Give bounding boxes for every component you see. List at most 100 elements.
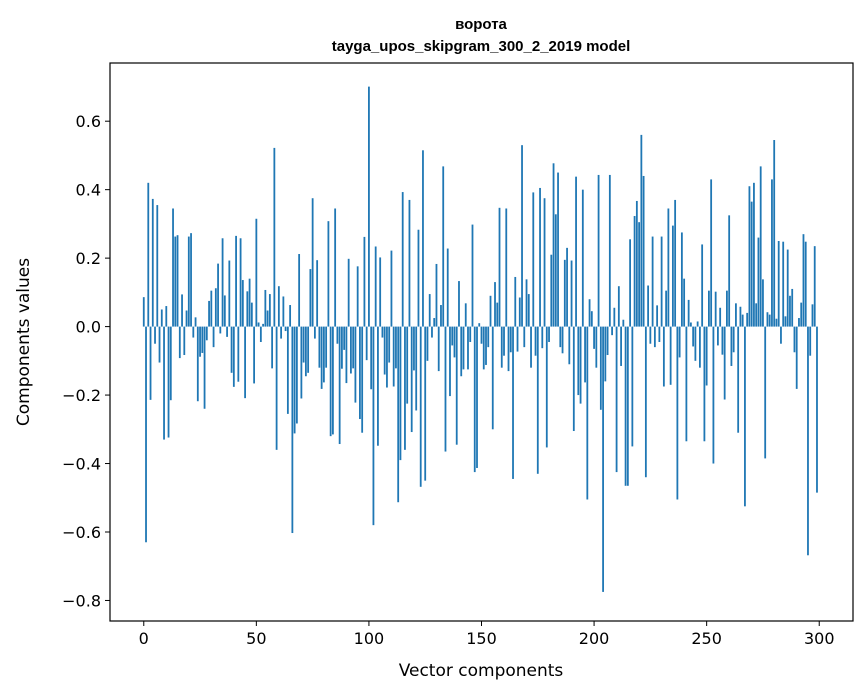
bar-151 [482,326,485,370]
bar-148 [476,326,478,468]
bar-51 [257,322,260,327]
bar-118 [408,199,411,327]
bar-96 [359,326,361,420]
bar-160 [503,326,505,356]
bar-211 [617,286,620,327]
bar-95 [356,266,359,327]
bar-128 [431,326,433,338]
bar-126 [426,326,429,361]
bar-138 [453,326,456,358]
bar-40 [232,326,235,387]
bar-243 [689,322,692,327]
bar-30 [210,290,213,327]
bar-236 [674,199,677,327]
bar-224 [647,285,650,327]
bar-13 [172,208,174,327]
bar-150 [480,326,483,344]
bar-297 [811,304,814,327]
bar-117 [406,326,409,404]
bar-32 [214,288,217,327]
bar-202 [597,174,600,327]
bar-154 [489,295,492,327]
bar-86 [336,326,339,344]
bar-220 [638,222,641,327]
bar-233 [667,208,670,327]
x-tick-label: 0 [139,629,149,648]
bar-252 [710,179,713,327]
bar-267 [744,326,746,507]
bar-173 [532,192,535,327]
bar-223 [644,326,647,478]
bar-274 [759,166,762,327]
x-tick-label: 200 [579,629,610,648]
bar-259 [726,290,728,327]
x-axis: 0 50 100 150 200 250 300 [139,621,835,648]
bar-168 [521,145,523,327]
bar-48 [250,302,253,327]
bar-14 [174,236,177,327]
bar-234 [669,326,672,385]
bar-20 [187,236,190,327]
bar-132 [440,305,442,327]
bar-281 [775,318,778,327]
bar-38 [228,260,231,327]
bar-121 [415,326,418,411]
bar-271 [753,182,755,327]
bar-71 [302,326,305,363]
bar-185 [559,326,562,348]
bar-39 [230,326,233,373]
bar-47 [248,278,251,327]
bar-104 [377,326,379,446]
bar-147 [473,326,476,473]
bar-255 [717,326,719,346]
bar-28 [205,326,208,341]
bar-228 [656,305,659,327]
bar-53 [262,323,264,327]
bar-152 [485,326,487,365]
bar-167 [518,297,521,327]
bar-277 [766,312,769,327]
bar-46 [246,291,249,327]
bar-290 [795,326,798,389]
bar-144 [467,326,469,370]
bar-11 [167,326,170,438]
bar-26 [201,326,204,353]
bar-140 [458,281,460,327]
bar-85 [334,208,337,327]
bar-57 [271,326,274,369]
bar-250 [705,326,708,386]
bar-268 [746,312,749,327]
bar-124 [422,150,424,327]
bar-64 [286,326,289,414]
x-tick-label: 250 [691,629,722,648]
bar-171 [527,294,530,327]
bar-175 [536,326,539,474]
bar-292 [800,302,803,327]
y-axis-label: Components values [14,258,34,426]
bar-258 [723,326,726,400]
bar-272 [755,303,758,327]
bar-66 [291,326,294,534]
bar-127 [428,294,431,327]
bar-182 [552,163,555,327]
bar-2 [147,182,150,327]
bar-283 [780,326,782,344]
bar-177 [541,326,544,349]
bar-116 [404,326,406,450]
bar-113 [397,326,400,503]
bar-73 [307,326,310,373]
bar-265 [739,306,742,327]
y-tick-label: −0.6 [62,523,101,542]
bar-180 [548,326,550,342]
chart-subtitle: tayga_upos_skipgram_300_2_2019 model [332,38,631,55]
bar-294 [804,241,807,327]
bar-179 [545,326,548,448]
bar-27 [203,326,206,409]
y-tick-label: 0.2 [76,249,101,268]
bar-176 [539,187,541,327]
bar-230 [660,236,663,327]
bar-287 [789,295,791,327]
bar-285 [784,316,787,327]
bar-231 [662,326,665,387]
bar-244 [692,326,695,347]
